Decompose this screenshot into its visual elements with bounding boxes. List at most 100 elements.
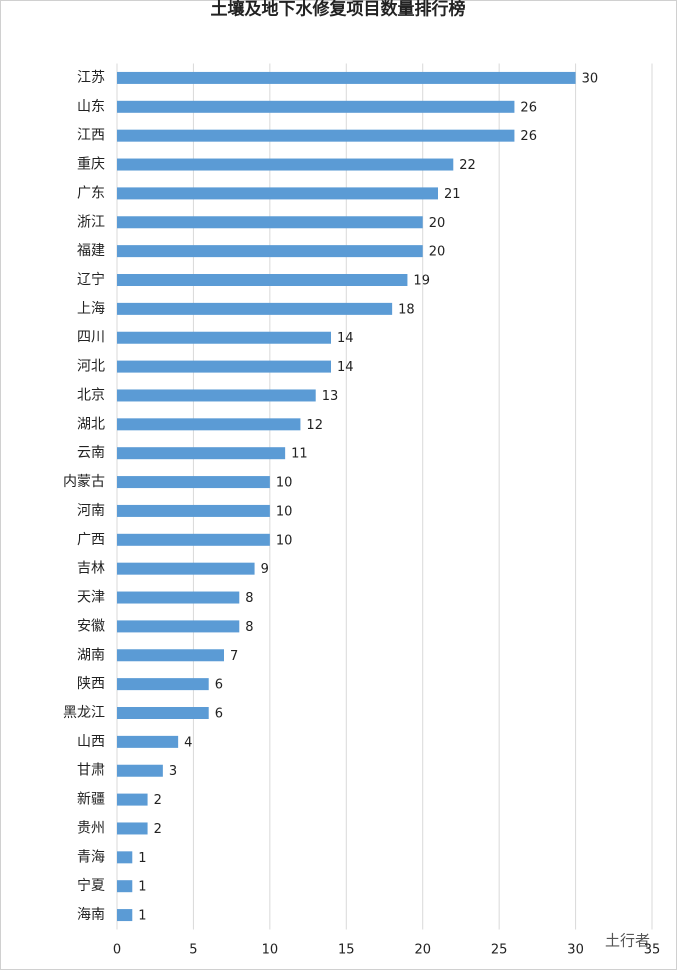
y-tick-label: 安徽 <box>77 618 105 634</box>
bar <box>117 476 270 489</box>
x-tick-label: 20 <box>414 943 431 958</box>
bar <box>117 707 209 719</box>
y-tick-label: 青海 <box>77 849 105 865</box>
y-tick-label: 辽宁 <box>77 271 105 288</box>
data-label: 10 <box>276 533 293 548</box>
bar <box>117 562 255 575</box>
bar <box>117 909 133 922</box>
bar <box>117 331 331 344</box>
x-tick-label: 10 <box>262 943 279 958</box>
y-tick-label: 广东 <box>77 185 105 201</box>
y-tick-label: 海南 <box>77 907 105 923</box>
chart-title: 土壤及地下水修复项目数量排行榜 <box>211 0 466 20</box>
bar <box>117 389 316 402</box>
bar <box>117 851 133 864</box>
y-tick-label: 贵州 <box>77 820 105 836</box>
y-tick-label: 江西 <box>77 128 105 144</box>
y-tick-label: 黑龙江 <box>63 705 105 721</box>
bar <box>117 533 270 546</box>
bar <box>117 649 224 662</box>
data-label: 6 <box>215 678 223 693</box>
y-tick-label: 山东 <box>77 99 105 115</box>
data-label: 1 <box>138 880 146 895</box>
y-tick-label: 福建 <box>77 243 105 259</box>
bar <box>117 678 209 691</box>
bar <box>117 245 423 258</box>
bar <box>117 158 454 171</box>
data-label: 20 <box>429 216 446 231</box>
data-label: 12 <box>306 418 323 433</box>
y-tick-label: 湖北 <box>77 416 105 432</box>
x-tick-label: 35 <box>644 943 661 958</box>
y-tick-label: 北京 <box>77 387 105 403</box>
data-label: 3 <box>169 764 177 779</box>
y-tick-label: 河北 <box>77 359 105 375</box>
bar <box>117 880 133 893</box>
data-label: 4 <box>184 735 192 750</box>
data-label: 19 <box>413 274 430 289</box>
data-label: 20 <box>429 245 446 260</box>
y-tick-label: 山西 <box>77 734 105 750</box>
data-label: 10 <box>276 476 293 491</box>
bar <box>117 793 148 806</box>
bar <box>117 360 331 373</box>
y-tick-label: 宁夏 <box>77 877 105 894</box>
y-tick-label: 浙江 <box>77 214 105 230</box>
data-label: 14 <box>337 331 354 346</box>
data-label: 14 <box>337 360 354 375</box>
data-label: 10 <box>276 504 293 519</box>
bar <box>117 71 576 84</box>
data-label: 9 <box>261 562 269 577</box>
data-label: 1 <box>138 909 146 924</box>
bar <box>117 447 286 460</box>
bar <box>117 216 423 229</box>
y-tick-label: 广西 <box>77 532 105 548</box>
data-label: 8 <box>245 591 253 606</box>
watermark: 土行者 <box>605 932 650 950</box>
bar <box>117 302 393 315</box>
y-tick-label: 湖南 <box>77 647 105 663</box>
y-tick-label: 吉林 <box>77 561 105 577</box>
data-label: 6 <box>215 707 223 722</box>
data-label: 26 <box>520 129 537 144</box>
y-tick-label: 重庆 <box>77 157 105 173</box>
bar <box>117 274 408 286</box>
bar <box>117 187 438 200</box>
x-tick-label: 5 <box>189 943 197 958</box>
y-tick-label: 新疆 <box>77 792 105 808</box>
x-tick-label: 0 <box>113 943 121 958</box>
y-tick-label: 陕西 <box>77 676 105 692</box>
bar <box>117 504 270 517</box>
x-tick-label: 15 <box>338 943 355 958</box>
y-tick-label: 天津 <box>77 590 105 606</box>
data-label: 18 <box>398 302 415 317</box>
data-label: 8 <box>245 620 253 635</box>
bar <box>117 822 148 835</box>
bar <box>117 735 179 748</box>
data-label: 2 <box>154 793 162 808</box>
y-tick-label: 四川 <box>77 330 105 346</box>
data-label: 1 <box>138 851 146 866</box>
data-label: 7 <box>230 649 238 664</box>
y-tick-label: 内蒙古 <box>63 474 105 490</box>
bar <box>117 591 240 604</box>
y-tick-label: 甘肃 <box>77 763 105 779</box>
y-tick-label: 河南 <box>77 503 105 519</box>
bar <box>117 100 515 113</box>
y-tick-label: 上海 <box>77 301 105 317</box>
data-label: 13 <box>322 389 339 404</box>
bar <box>117 418 301 431</box>
data-label: 30 <box>582 71 599 86</box>
bar <box>117 129 515 142</box>
data-label: 26 <box>520 100 537 115</box>
bar <box>117 620 240 633</box>
data-label: 11 <box>291 447 308 462</box>
y-tick-label: 江苏 <box>77 70 105 86</box>
data-label: 2 <box>154 822 162 837</box>
bar <box>117 764 163 777</box>
x-tick-label: 30 <box>567 943 584 958</box>
y-tick-label: 云南 <box>77 445 105 461</box>
data-label: 22 <box>459 158 476 173</box>
data-label: 21 <box>444 187 461 202</box>
